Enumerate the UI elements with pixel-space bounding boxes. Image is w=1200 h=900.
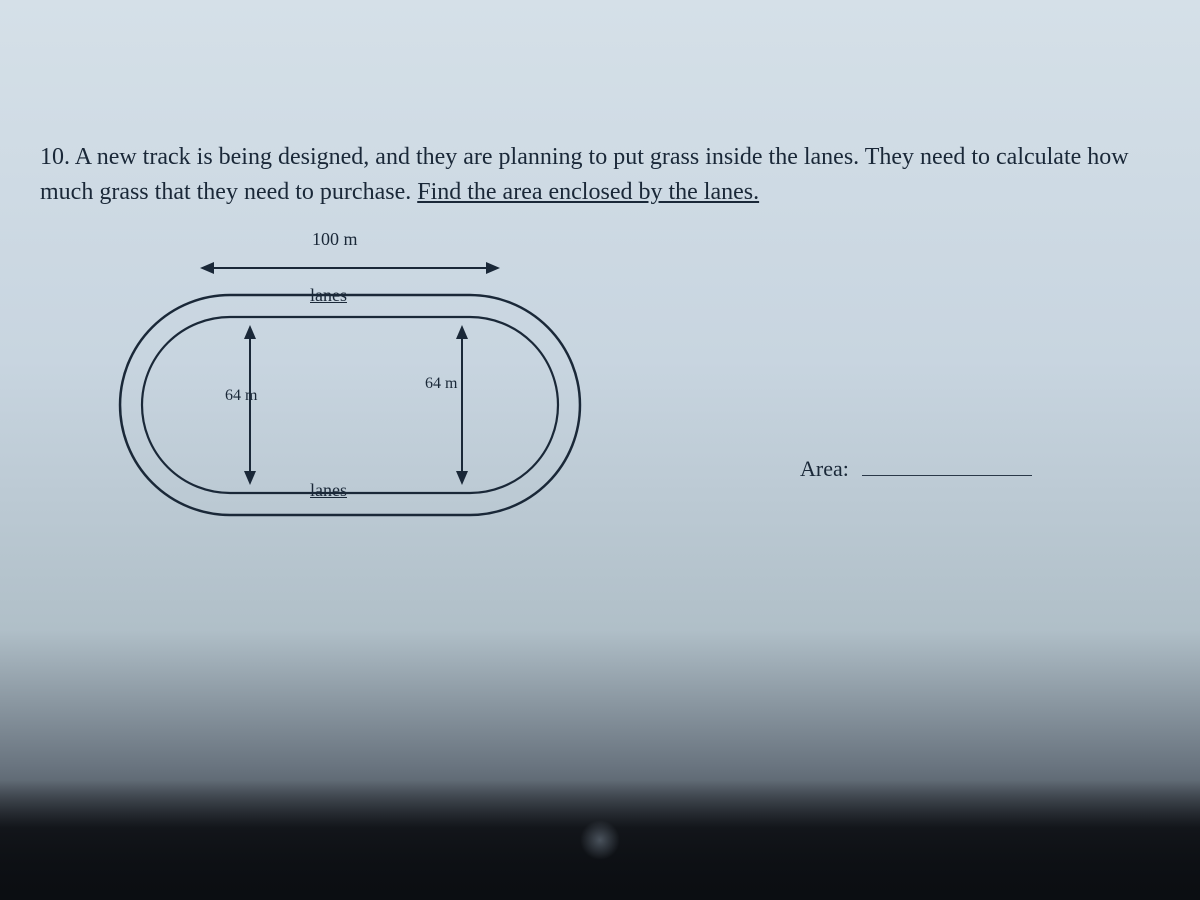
worksheet-page: 10. A new track is being designed, and t…	[0, 0, 1200, 900]
answer-area-row: Area:	[800, 456, 1032, 482]
width-dimension-arrow	[200, 259, 500, 277]
reflection-glow	[580, 820, 620, 860]
height-dimension-right: 64 m	[425, 375, 457, 393]
question-number: 10.	[40, 144, 70, 170]
area-label: Area:	[800, 456, 849, 481]
track-diagram: 100 m lanes 64 m 64 m lanes	[80, 235, 640, 555]
lanes-label-bottom: lanes	[310, 480, 347, 501]
track-shape	[100, 285, 600, 525]
question-instruction: Find the area enclosed by the lanes.	[417, 179, 759, 205]
height-dimension-left: 64 m	[225, 387, 257, 405]
area-answer-blank[interactable]	[862, 475, 1032, 476]
question-text: 10. A new track is being designed, and t…	[40, 140, 1160, 210]
width-dimension-label: 100 m	[312, 229, 358, 250]
